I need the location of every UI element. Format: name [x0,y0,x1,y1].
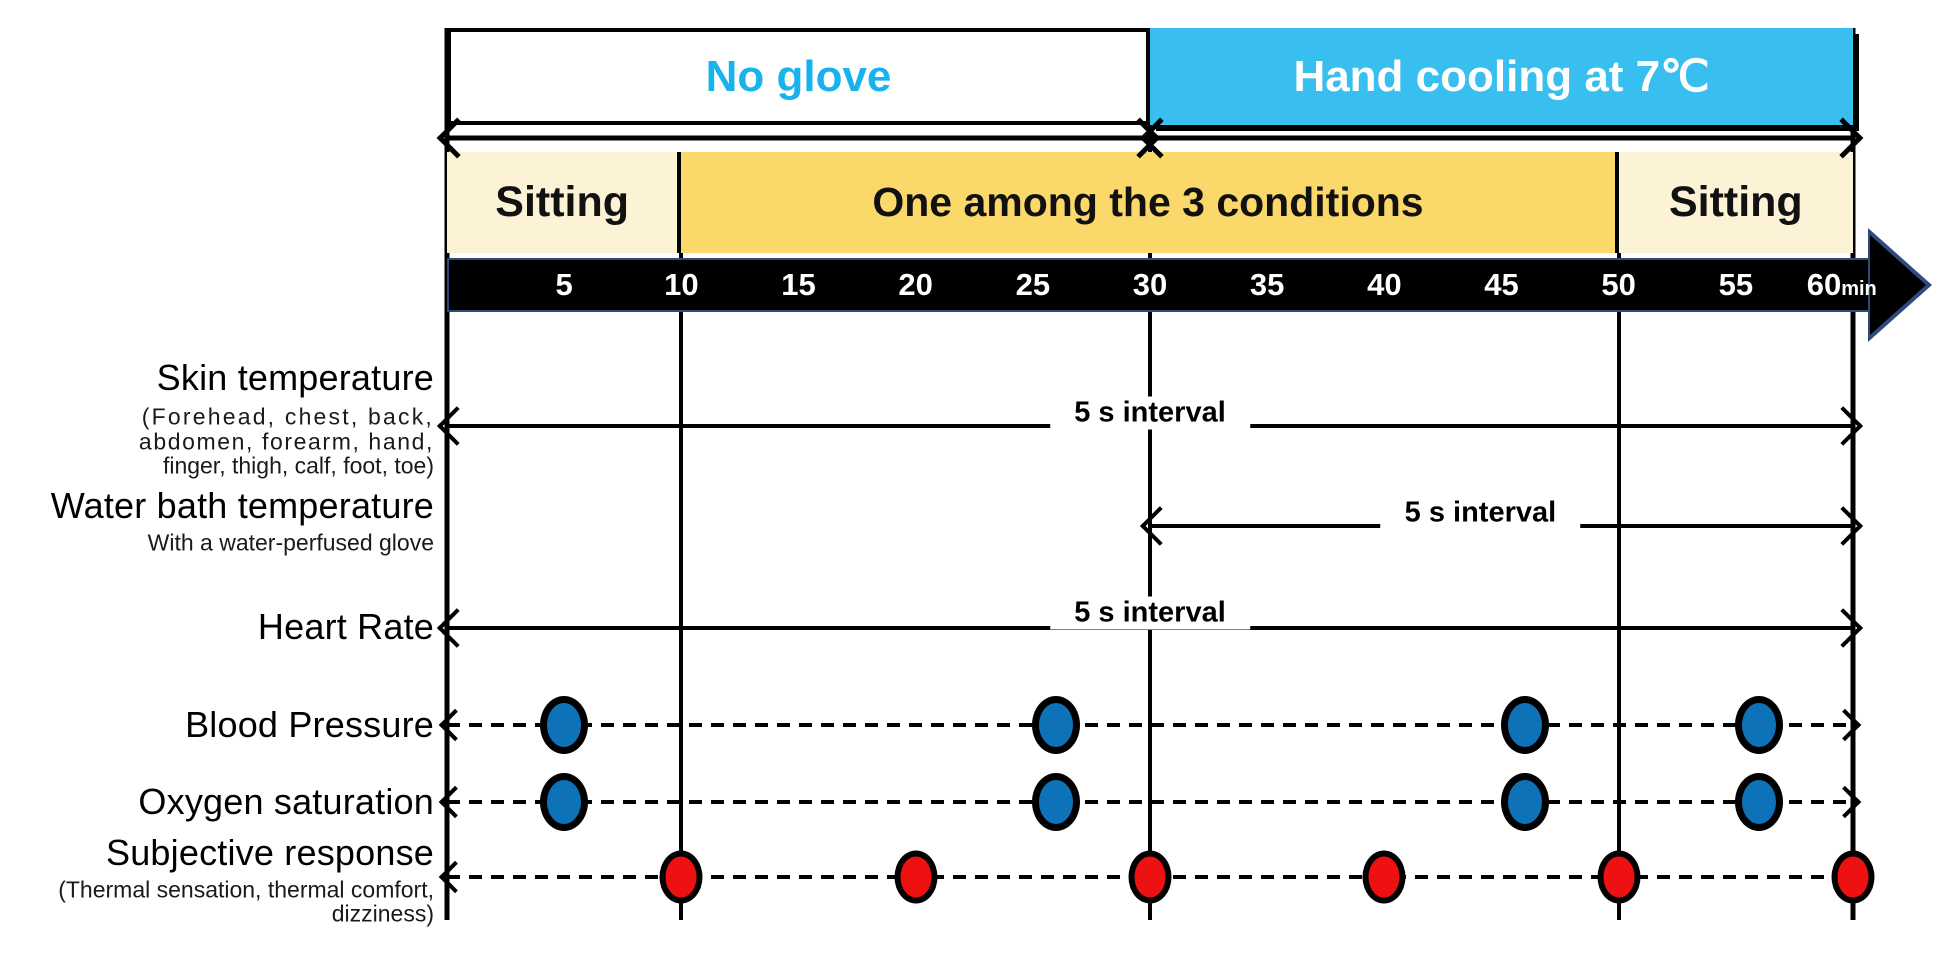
subj-dot-50min [1597,850,1641,904]
label-subjective-sub-2: dizziness) [331,900,434,927]
bp-dot-46min [1500,696,1549,754]
phase-hand-cooling-box: Hand cooling at 7℃ [1150,28,1853,125]
condition-middle-box: One among the 3 conditions [681,152,1619,253]
condition-middle-label: One among the 3 conditions [872,179,1424,225]
bp-dot-5min [540,696,589,754]
bp-dot-26min [1032,696,1081,754]
row-labels-column: Skin temperature (Forehead, chest, back,… [0,0,440,967]
label-skin-sub-2: abdomen, forearm, hand, [138,428,434,455]
condition-sitting-2-box: Sitting [1618,152,1853,253]
label-skin-temperature: Skin temperature [156,357,434,398]
timeline-tick-45: 45 [1484,267,1519,302]
arrow-bp-arrowhead-right-icon [1828,708,1862,742]
timeline-unit-label: min [1841,278,1877,300]
arrow-skin-arrowhead-right-icon [1823,406,1863,446]
label-heart-rate: Heart Rate [257,606,434,647]
o2-dot-26min [1032,773,1081,831]
gridline-0min [444,28,450,920]
span-arrow-cooling-line [1150,135,1853,141]
timeline-tick-55: 55 [1718,267,1754,302]
phase-no-glove-box: No glove [447,28,1150,125]
timeline-tick-20: 20 [898,267,933,302]
timeline-tick-25: 25 [1015,267,1051,302]
timeline-tick-50: 50 [1601,267,1636,302]
arrow-heart-arrowhead-left-icon [437,608,477,648]
arrow-water-arrowhead-left-icon [1140,506,1180,546]
interval-label-skin: 5 s interval [1050,396,1250,430]
subj-dot-20min [894,850,938,904]
o2-dot-56min [1735,773,1784,831]
timeline-plot-area: No glove Hand cooling at 7℃ Sitting One … [436,0,1932,967]
phase-hand-cooling-label: Hand cooling at 7℃ [1293,52,1710,101]
phase-no-glove-label: No glove [705,51,892,101]
o2-dot-46min [1500,773,1549,831]
label-subjective-sub-1: (Thermal sensation, thermal comfort, [58,876,434,903]
arrow-o2-line [447,800,1853,804]
interval-label-heart: 5 s interval [1050,596,1250,630]
gridline-30min [1148,28,1152,920]
label-water-sub: With a water-perfused glove [147,529,434,556]
arrow-bp-line [447,723,1853,727]
label-skin-sub-3: finger, thigh, calf, foot, toe) [162,452,434,479]
label-subjective-response: Subjective response [106,832,434,873]
subj-dot-60min [1831,850,1875,904]
subj-dot-40min [1362,850,1406,904]
timeline-tick-15: 15 [781,267,816,302]
timeline-tick-10: 10 [664,267,699,302]
interval-label-water: 5 s interval [1380,496,1581,530]
arrow-skin-arrowhead-left-icon [437,406,477,446]
label-oxygen-saturation: Oxygen saturation [138,781,434,822]
gridline-50min [1616,253,1621,920]
arrow-water-arrowhead-right-icon [1823,506,1863,546]
span-arrow-no-glove-line [447,135,1150,141]
timeline-bar [447,258,1874,312]
timeline-tick-30: 30 [1132,267,1168,302]
label-blood-pressure: Blood Pressure [185,704,434,745]
bp-dot-56min [1735,696,1784,754]
label-skin-sub-1: (Forehead, chest, back, [141,403,434,430]
arrow-heart-arrowhead-right-icon [1823,608,1863,648]
gridline-60min [1850,28,1856,920]
timeline-tick-5: 5 [555,267,573,302]
timeline-tick-40: 40 [1367,267,1402,302]
label-water-bath: Water bath temperature [50,485,434,526]
phase-bar-row: No glove Hand cooling at 7℃ [447,28,1853,125]
subj-dot-10min [659,850,703,904]
subj-dot-30min [1128,850,1172,904]
condition-sitting-2-label: Sitting [1668,178,1803,226]
condition-sitting-1-box: Sitting [447,152,682,253]
timeline-tick-60: 60min [1806,267,1877,302]
arrow-o2-arrowhead-right-icon [1828,785,1862,819]
o2-dot-5min [540,773,589,831]
gridline-10min [679,253,684,920]
condition-sitting-1-label: Sitting [495,178,630,226]
condition-bar-row: Sitting One among the 3 conditions Sitti… [447,152,1853,253]
timeline-tick-35: 35 [1249,267,1285,302]
timeline-arrowhead-icon [1870,235,1926,335]
